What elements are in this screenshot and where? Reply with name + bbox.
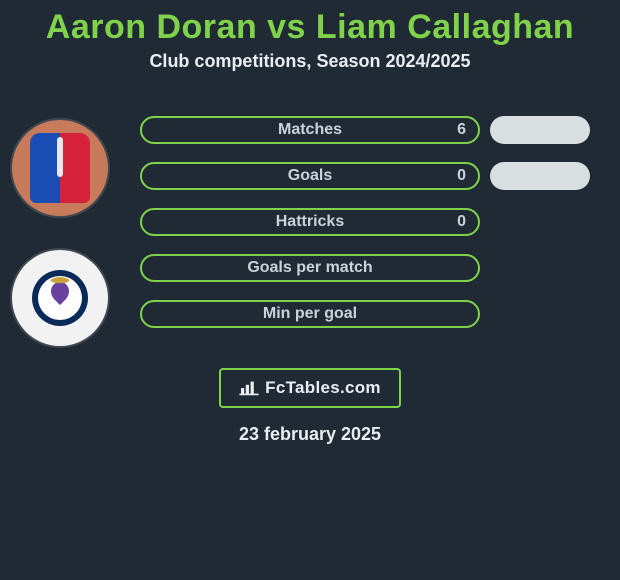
pill-player-2-goals [490,162,590,190]
jersey-icon [30,133,90,203]
comparison-card: Aaron Doran vs Liam Callaghan Club compe… [0,0,620,580]
stat-label: Goals per match [247,259,372,277]
avatar-player-1 [10,118,110,218]
snapshot-date: 23 february 2025 [0,424,620,445]
footer-logo-wrap: FcTables.com [0,368,620,408]
stat-bars: Matches 6 Goals 0 Hattricks 0 Goals per … [140,116,480,346]
stat-bar-matches: Matches 6 [140,116,480,144]
site-logo-text: FcTables.com [265,378,381,398]
stat-label: Matches [278,121,342,139]
stat-bar-goals: Goals 0 [140,162,480,190]
page-subtitle: Club competitions, Season 2024/2025 [0,51,620,72]
club-crest-icon [18,256,102,340]
avatar-player-1-image [12,120,108,216]
stat-label: Min per goal [263,305,357,323]
stat-label: Hattricks [276,213,344,231]
stat-bar-min-per-goal: Min per goal [140,300,480,328]
stat-value: 0 [457,213,466,231]
avatar-player-2-image [12,250,108,346]
bar-chart-icon [239,380,259,396]
content-area: Matches 6 Goals 0 Hattricks 0 Goals per … [0,100,620,350]
avatar-player-2 [10,248,110,348]
stat-bar-goals-per-match: Goals per match [140,254,480,282]
stat-bar-hattricks: Hattricks 0 [140,208,480,236]
site-logo[interactable]: FcTables.com [219,368,401,408]
stat-value: 6 [457,121,466,139]
stat-label: Goals [288,167,332,185]
page-title: Aaron Doran vs Liam Callaghan [0,0,620,47]
stat-value: 0 [457,167,466,185]
pill-player-2-matches [490,116,590,144]
